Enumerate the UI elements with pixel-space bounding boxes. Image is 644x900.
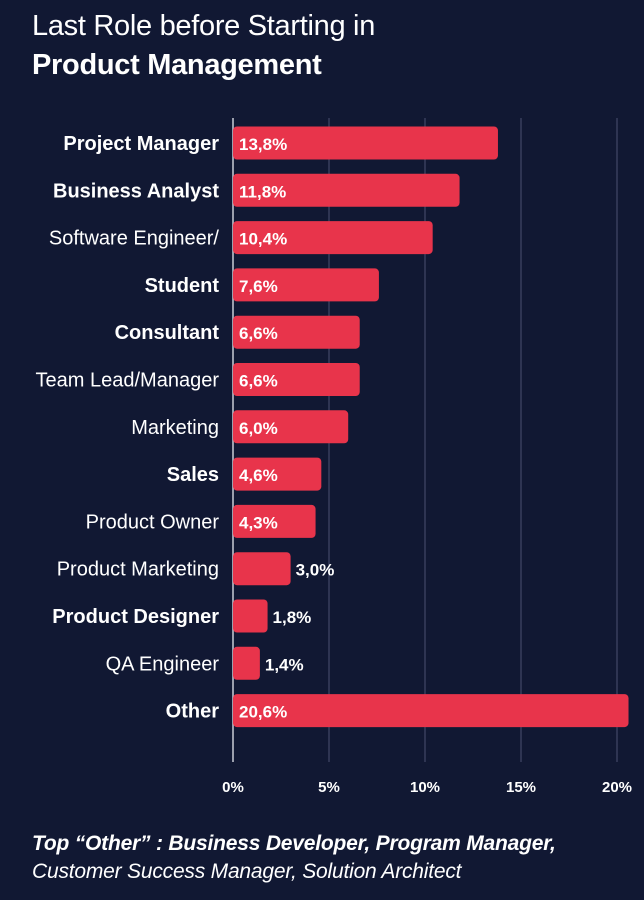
data-label: 6,6% bbox=[239, 324, 278, 343]
bar bbox=[233, 268, 379, 302]
category-label: Project Manager bbox=[63, 133, 219, 155]
category-label: Business Analyst bbox=[53, 180, 219, 202]
category-label: Product Marketing bbox=[57, 559, 219, 581]
title-line-1: Last Role before Starting in bbox=[32, 10, 376, 42]
tick-layer: 0% 5% 10% 15% 20% bbox=[222, 779, 632, 796]
category-label: Product Designer bbox=[52, 606, 219, 628]
data-label: 13,8% bbox=[239, 135, 287, 154]
bar bbox=[233, 315, 360, 349]
bar-layer bbox=[233, 126, 629, 728]
data-label: 3,0% bbox=[296, 561, 335, 580]
data-label: 10,4% bbox=[239, 230, 287, 249]
chart-title: Last Role before Starting in Product Man… bbox=[32, 6, 632, 84]
category-label: Student bbox=[145, 275, 220, 297]
footnote-line-1: Top “Other” : Business Developer, Progra… bbox=[32, 832, 556, 855]
data-label: 4,6% bbox=[239, 466, 278, 485]
category-label: QA Engineer bbox=[106, 653, 220, 675]
bar bbox=[233, 173, 460, 207]
bar bbox=[233, 363, 360, 396]
data-label: 1,4% bbox=[265, 655, 304, 674]
data-label: 11,8% bbox=[239, 182, 286, 201]
category-label: Other bbox=[166, 701, 220, 723]
bar bbox=[233, 457, 322, 491]
category-label: Product Owner bbox=[86, 511, 220, 533]
label-layer: Project Manager 13,8% Business Analyst 11,8… bbox=[36, 133, 335, 723]
bar bbox=[233, 221, 433, 255]
data-label: 20,6% bbox=[239, 703, 287, 722]
data-label: 7,6% bbox=[239, 277, 278, 296]
bar bbox=[233, 552, 291, 586]
x-tick-label: 15% bbox=[506, 779, 536, 796]
data-label: 1,8% bbox=[273, 608, 312, 627]
category-label: Team Lead/Manager bbox=[36, 370, 220, 392]
data-label: 4,3% bbox=[239, 513, 278, 532]
bar bbox=[233, 126, 498, 160]
bar bbox=[233, 694, 629, 728]
bar bbox=[233, 504, 316, 538]
category-label: Sales bbox=[167, 464, 219, 486]
bar bbox=[233, 646, 260, 680]
x-tick-label: 0% bbox=[222, 779, 244, 796]
footnote: Top “Other” : Business Developer, Progra… bbox=[32, 830, 632, 886]
x-tick-label: 5% bbox=[318, 779, 340, 796]
x-tick-label: 20% bbox=[602, 779, 632, 796]
bar bbox=[233, 410, 349, 444]
footnote-line-2: Customer Success Manager, Solution Archi… bbox=[32, 860, 462, 883]
category-label: Consultant bbox=[115, 322, 220, 344]
data-label: 6,0% bbox=[239, 419, 278, 438]
category-label: Marketing bbox=[131, 417, 219, 439]
bar bbox=[233, 599, 268, 633]
title-line-2: Product Management bbox=[32, 49, 322, 81]
data-label: 6,6% bbox=[239, 372, 278, 391]
x-tick-label: 10% bbox=[410, 779, 440, 796]
category-label: Software Engineer/ bbox=[49, 228, 220, 250]
